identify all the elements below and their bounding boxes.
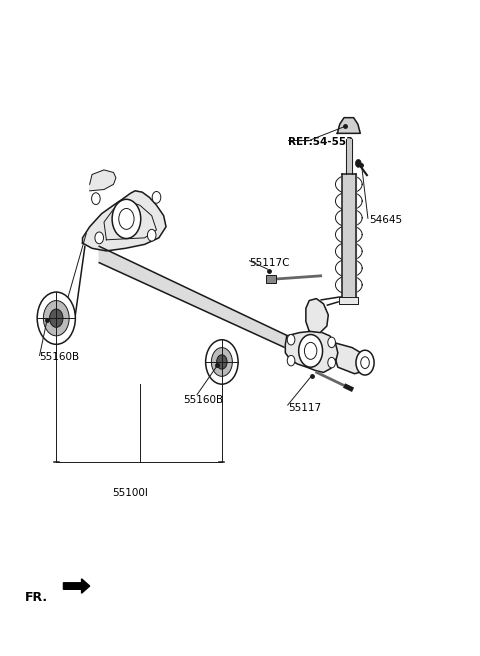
Circle shape (328, 358, 336, 368)
Circle shape (152, 192, 161, 203)
Polygon shape (306, 298, 328, 333)
Polygon shape (337, 117, 360, 133)
Text: 55117C: 55117C (250, 258, 290, 268)
Circle shape (147, 230, 156, 241)
Circle shape (112, 199, 141, 239)
Circle shape (92, 193, 100, 205)
Text: 55117: 55117 (288, 403, 321, 413)
Circle shape (356, 159, 361, 167)
Circle shape (95, 232, 104, 244)
Circle shape (216, 355, 227, 369)
Circle shape (328, 337, 336, 348)
Polygon shape (342, 174, 356, 297)
Text: 54645: 54645 (369, 215, 402, 225)
Circle shape (43, 300, 69, 336)
Polygon shape (339, 297, 359, 304)
Polygon shape (63, 579, 90, 593)
Text: 55100I: 55100I (112, 487, 148, 498)
Circle shape (287, 356, 295, 366)
Circle shape (37, 292, 75, 344)
FancyBboxPatch shape (266, 275, 276, 283)
Polygon shape (90, 170, 116, 191)
Circle shape (211, 348, 232, 377)
Polygon shape (346, 138, 352, 174)
Text: REF.54-553: REF.54-553 (288, 137, 353, 147)
Text: FR.: FR. (25, 590, 48, 604)
Polygon shape (99, 247, 288, 349)
Circle shape (205, 340, 238, 384)
Circle shape (49, 309, 63, 327)
Text: 55160B: 55160B (39, 352, 80, 362)
Polygon shape (285, 331, 338, 373)
Polygon shape (336, 343, 366, 374)
Text: 55160B: 55160B (183, 395, 223, 405)
Circle shape (299, 335, 323, 367)
Circle shape (287, 335, 295, 345)
Circle shape (356, 350, 374, 375)
Polygon shape (83, 191, 166, 251)
